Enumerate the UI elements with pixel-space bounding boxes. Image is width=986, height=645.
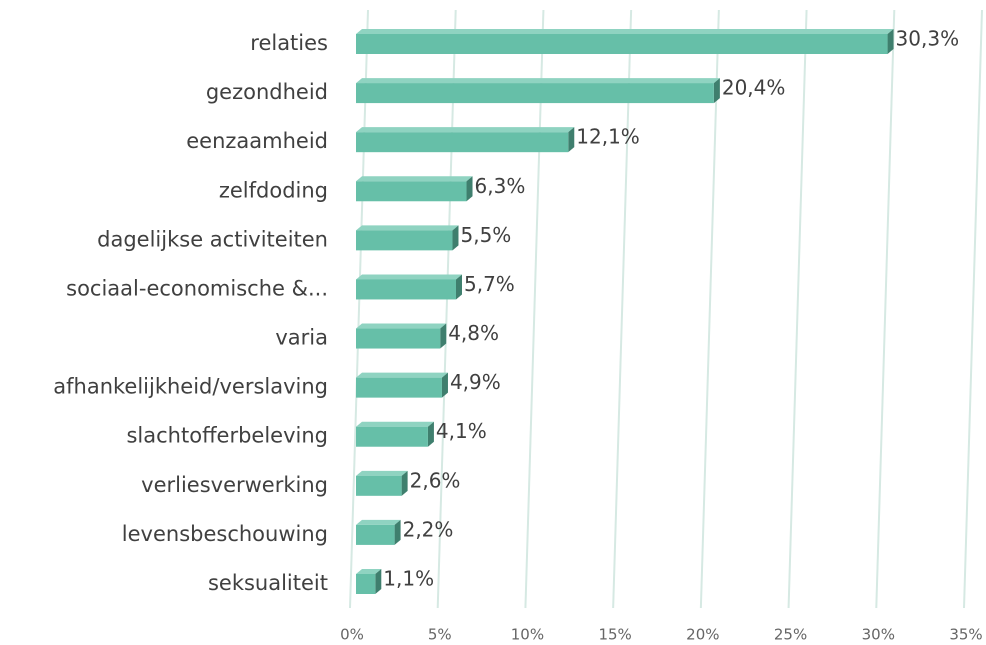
category-label: zelfdoding (219, 178, 328, 202)
grid-line (787, 9, 808, 609)
bar-side (887, 29, 894, 54)
x-tick-label: 5% (428, 626, 452, 644)
value-label: 12,1% (576, 125, 640, 149)
bar-side (455, 274, 462, 300)
bar-top (356, 274, 462, 280)
bar-side (401, 470, 408, 496)
grid-line (524, 9, 545, 609)
value-label: 5,5% (460, 223, 511, 247)
grid-line (699, 9, 720, 609)
value-label: 2,2% (403, 517, 454, 541)
bar-side (427, 421, 434, 447)
bar-top (356, 569, 382, 574)
value-label: 5,7% (464, 272, 515, 296)
bar-top (356, 78, 720, 84)
bar (356, 83, 714, 104)
grid-line (612, 9, 633, 609)
bar-side (440, 323, 447, 349)
bar-side (394, 519, 401, 545)
bar-top (356, 519, 401, 525)
grid-line (349, 9, 369, 609)
category-label: eenzaamheid (186, 129, 328, 153)
value-label: 4,9% (450, 370, 501, 394)
category-label: relaties (250, 31, 328, 55)
category-label: afhankelijkheid/verslaving (53, 375, 328, 399)
x-tick-label: 10% (511, 626, 544, 644)
category-label: slachtofferbeleving (126, 424, 328, 448)
value-label: 2,6% (410, 468, 461, 492)
x-tick-label: 0% (340, 626, 364, 644)
bar-side (466, 176, 473, 202)
category-label: verliesverwerking (141, 473, 328, 497)
x-tick-label: 15% (598, 626, 631, 644)
bar-top (356, 29, 894, 34)
bar-top (356, 127, 575, 133)
bar (356, 475, 402, 496)
bar-top (356, 176, 473, 182)
bar-top (356, 225, 459, 231)
x-tick-label: 25% (774, 626, 807, 644)
x-tick-label: 30% (862, 626, 895, 644)
value-label: 30,3% (896, 27, 960, 51)
bar (356, 34, 888, 54)
bar-side (713, 78, 720, 104)
bar-top (356, 323, 447, 329)
grid-line (436, 9, 457, 609)
grid-line (875, 9, 896, 609)
category-label: dagelijkse activiteiten (97, 227, 328, 251)
bar-top (356, 470, 408, 476)
category-label: varia (275, 326, 328, 350)
value-label: 1,1% (383, 567, 434, 591)
bar (356, 426, 428, 447)
bar (356, 181, 467, 202)
value-label: 4,1% (436, 419, 487, 443)
bar (356, 279, 456, 300)
bar-side (568, 127, 575, 153)
category-label: sociaal-economische &... (66, 276, 328, 300)
bar-side (452, 225, 459, 251)
bar-top (356, 421, 434, 427)
bar-top (356, 372, 448, 378)
value-label: 20,4% (722, 76, 786, 100)
bar-side (375, 569, 382, 594)
category-label: levensbeschouwing (122, 522, 328, 546)
bar (356, 328, 441, 349)
bar-side (441, 372, 448, 398)
bar (356, 377, 442, 398)
bar (356, 524, 395, 545)
bar (356, 132, 569, 153)
grid-line (963, 9, 983, 609)
value-label: 6,3% (475, 174, 526, 198)
bar (356, 230, 453, 251)
category-label: gezondheid (206, 80, 328, 104)
x-tick-label: 35% (949, 626, 982, 644)
bar (356, 574, 376, 594)
x-tick-label: 20% (686, 626, 719, 644)
category-label: seksualiteit (208, 571, 328, 595)
value-label: 4,8% (448, 321, 499, 345)
